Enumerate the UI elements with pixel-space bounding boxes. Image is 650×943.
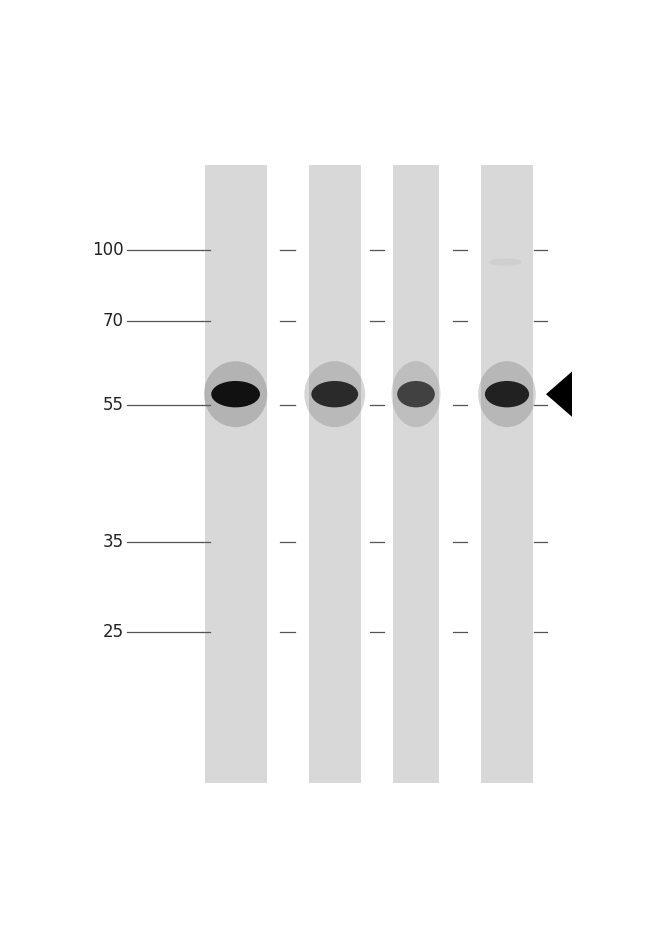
Text: 55: 55 bbox=[103, 396, 124, 415]
Ellipse shape bbox=[397, 381, 435, 407]
Ellipse shape bbox=[204, 361, 267, 427]
Ellipse shape bbox=[485, 381, 529, 407]
Bar bbox=[481, 165, 533, 783]
Ellipse shape bbox=[304, 361, 365, 427]
Ellipse shape bbox=[478, 361, 536, 427]
Bar bbox=[393, 165, 439, 783]
Ellipse shape bbox=[211, 381, 260, 407]
Polygon shape bbox=[546, 372, 572, 417]
Bar bbox=[309, 165, 361, 783]
Ellipse shape bbox=[489, 258, 522, 266]
Text: 100: 100 bbox=[92, 240, 124, 259]
Ellipse shape bbox=[311, 381, 358, 407]
Text: 25: 25 bbox=[103, 622, 124, 641]
Bar bbox=[205, 165, 266, 783]
Text: 35: 35 bbox=[103, 533, 124, 552]
Text: 70: 70 bbox=[103, 311, 124, 330]
Ellipse shape bbox=[391, 361, 441, 427]
